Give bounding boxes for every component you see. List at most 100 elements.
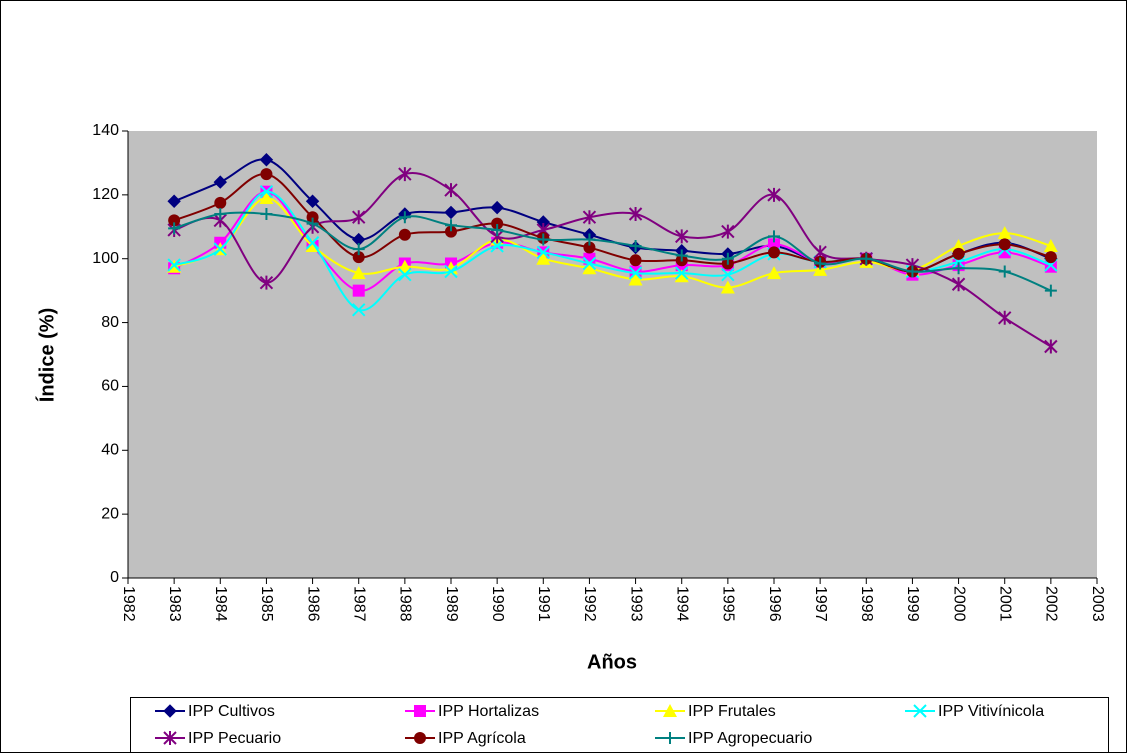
marker: [1043, 238, 1058, 252]
marker: [629, 254, 642, 267]
legend-marker: [163, 704, 177, 718]
marker: [675, 266, 689, 280]
marker: [214, 196, 227, 209]
x-tick-label: 1989: [443, 586, 460, 622]
x-tick-label: 1998: [858, 586, 875, 622]
marker: [1044, 339, 1058, 354]
marker: [491, 223, 504, 236]
marker: [537, 233, 550, 246]
marker: [860, 252, 873, 265]
x-tick-label: 1991: [535, 586, 552, 622]
marker: [628, 266, 643, 280]
x-tick-label: 1983: [166, 586, 183, 622]
marker: [674, 269, 689, 283]
marker: [445, 225, 457, 238]
marker: [629, 265, 642, 278]
marker: [721, 267, 735, 282]
marker: [951, 238, 966, 252]
legend-label: IPP Agrícola: [438, 730, 526, 747]
marker: [582, 210, 597, 225]
x-tick-label: 1992: [581, 586, 598, 622]
x-tick-label: 2003: [1089, 586, 1106, 622]
legend-box: [130, 697, 1109, 753]
marker: [721, 224, 735, 239]
x-tick-label: 1993: [627, 586, 644, 622]
marker: [259, 184, 274, 199]
x-axis-title: Años: [587, 651, 637, 673]
y-tick-label: 100: [92, 250, 119, 267]
marker: [1044, 251, 1057, 264]
x-tick-label: 1984: [212, 586, 229, 622]
marker: [167, 194, 181, 208]
marker: [768, 230, 780, 243]
x-tick-label: 1999: [904, 586, 921, 622]
marker: [490, 200, 504, 215]
y-tick-label: 0: [110, 569, 119, 586]
marker: [906, 265, 919, 278]
marker: [398, 267, 412, 282]
legend-label: IPP Frutales: [688, 703, 776, 720]
marker: [998, 265, 1011, 278]
marker: [490, 239, 504, 253]
y-axis-title: Índice (%): [35, 308, 58, 402]
marker: [583, 241, 596, 254]
marker: [998, 238, 1011, 251]
x-tick-label: 2000: [950, 586, 967, 622]
marker: [444, 264, 458, 279]
marker: [628, 272, 643, 286]
x-tick-label: 1997: [812, 586, 829, 622]
y-tick-label: 60: [101, 378, 119, 395]
marker: [536, 245, 550, 260]
marker: [259, 275, 274, 290]
marker: [352, 251, 365, 264]
marker: [305, 236, 320, 250]
legend-marker: [163, 731, 177, 745]
legend-label: IPP Vitivínicola: [938, 703, 1044, 720]
marker: [305, 194, 320, 208]
marker: [998, 310, 1012, 325]
x-tick-label: 2002: [1043, 586, 1060, 622]
x-tick-label: 1995: [720, 586, 737, 622]
legend-marker: [663, 704, 677, 717]
legend-label: IPP Cultivos: [188, 703, 275, 720]
x-tick-label: 1994: [673, 586, 690, 622]
marker: [168, 214, 181, 227]
marker: [675, 249, 688, 262]
marker: [259, 191, 274, 205]
marker: [398, 167, 412, 182]
marker: [629, 239, 642, 252]
marker: [213, 242, 227, 256]
marker: [352, 243, 365, 256]
y-tick-label: 40: [101, 442, 119, 459]
marker: [398, 228, 411, 241]
legend-marker: [913, 704, 927, 718]
marker: [213, 175, 227, 189]
marker: [952, 262, 965, 275]
marker: [351, 266, 366, 280]
marker: [491, 217, 504, 230]
marker: [721, 252, 734, 265]
marker: [628, 207, 643, 222]
marker: [352, 210, 366, 225]
legend-marker: [664, 732, 676, 744]
x-tick-label: 1985: [258, 586, 275, 622]
marker: [720, 280, 735, 294]
marker: [445, 219, 457, 232]
marker: [952, 247, 965, 260]
x-tick-label: 1996: [766, 586, 783, 622]
marker: [306, 211, 319, 224]
y-tick-label: 80: [101, 314, 119, 331]
marker: [259, 153, 274, 167]
marker: [260, 208, 273, 221]
x-tick-label: 2001: [996, 586, 1013, 622]
marker: [397, 259, 412, 273]
y-tick-label: 120: [92, 186, 119, 203]
marker: [997, 226, 1012, 240]
marker: [352, 303, 366, 317]
marker: [1044, 284, 1057, 297]
x-tick-label: 1987: [350, 586, 367, 622]
marker: [583, 233, 596, 246]
x-tick-label: 1982: [120, 586, 137, 622]
marker: [398, 211, 411, 224]
